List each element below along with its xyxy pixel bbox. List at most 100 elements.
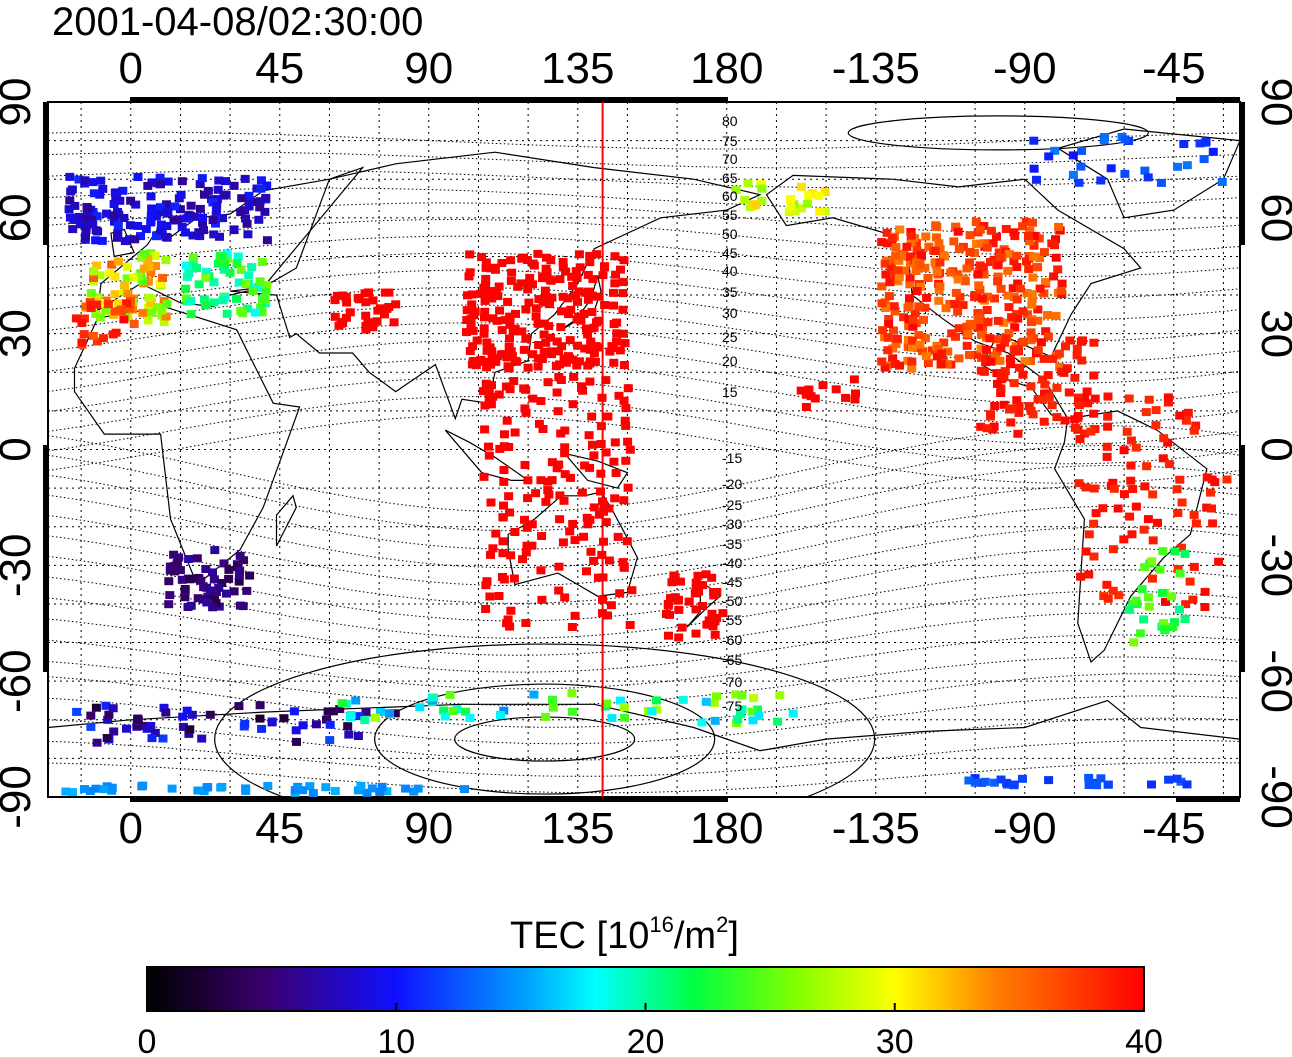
tec-cell	[1082, 387, 1092, 396]
tec-cell	[810, 394, 820, 403]
tec-cell	[1103, 422, 1113, 431]
tec-cell	[684, 597, 694, 606]
tec-cell	[574, 250, 584, 259]
tec-cell	[986, 258, 995, 266]
tec-cell	[1089, 409, 1099, 418]
tec-cell	[199, 226, 208, 235]
tec-cell	[518, 555, 527, 564]
tec-cell	[609, 457, 619, 466]
tec-cell	[804, 385, 814, 394]
tec-cell	[1068, 151, 1078, 160]
tec-cell	[65, 196, 75, 205]
tec-cell	[61, 787, 71, 796]
tec-cell	[155, 279, 165, 288]
tec-cell	[255, 203, 265, 212]
tec-cell	[321, 783, 331, 792]
tec-cell	[1180, 549, 1190, 558]
tec-cell	[583, 270, 593, 279]
tec-cell	[1181, 600, 1191, 609]
tec-cell	[880, 259, 890, 268]
tec-cell	[1126, 436, 1136, 445]
north-pole-ring	[847, 115, 1149, 151]
tec-cell	[973, 314, 983, 323]
tec-cell	[993, 277, 1003, 286]
tec-cell	[192, 554, 202, 563]
tec-cell	[552, 464, 562, 473]
tec-cell	[1050, 146, 1060, 155]
tec-cell	[68, 788, 77, 797]
tec-cell	[521, 408, 531, 417]
tec-cell	[522, 541, 532, 550]
tec-cell	[1047, 401, 1057, 410]
tec-cell	[481, 263, 491, 272]
tec-cell	[390, 709, 400, 718]
tec-cell	[229, 587, 239, 596]
tec-cell	[902, 242, 912, 251]
tec-cell	[485, 592, 495, 601]
tec-cell	[185, 575, 195, 584]
tec-cell	[463, 291, 472, 300]
colorbar-tick-label: 20	[627, 1023, 665, 1057]
tec-cell	[610, 279, 620, 288]
tec-cell	[1051, 235, 1060, 244]
tec-cell	[159, 703, 169, 712]
tec-cell	[479, 472, 489, 481]
tec-cell	[91, 703, 101, 712]
tec-cell	[462, 306, 472, 315]
tec-cell	[1015, 284, 1025, 293]
tec-cell	[413, 784, 423, 793]
tec-cell	[170, 561, 180, 570]
tec-cell	[1081, 483, 1091, 492]
tec-cell	[486, 360, 495, 369]
tec-cell	[1120, 490, 1129, 499]
tec-cell	[883, 333, 893, 342]
tec-cell	[568, 282, 578, 290]
tec-cell	[108, 704, 118, 713]
tec-cell	[181, 214, 191, 223]
tec-cell	[609, 358, 619, 367]
tec-cell	[945, 299, 955, 308]
tec-cell	[143, 181, 153, 190]
tec-cell	[82, 214, 92, 222]
tec-cell	[935, 282, 945, 291]
tec-cell	[1177, 498, 1187, 507]
contour-label: 25	[722, 329, 738, 345]
tec-cell	[618, 558, 628, 567]
tec-cell	[147, 308, 157, 317]
tec-cell	[618, 289, 628, 298]
tec-cell	[241, 786, 251, 795]
tec-cell	[133, 221, 143, 230]
tec-cell	[1139, 525, 1149, 534]
frame-bar	[130, 97, 728, 102]
tec-cell	[1033, 395, 1043, 404]
tec-cell	[663, 600, 673, 608]
tec-cell	[182, 706, 192, 715]
tec-cell	[108, 330, 118, 339]
tec-cell	[113, 229, 123, 238]
tec-cell	[587, 308, 597, 316]
tec-cell	[737, 705, 747, 714]
tec-cell	[1044, 152, 1054, 161]
tec-cell	[120, 237, 130, 246]
tec-cell	[517, 254, 527, 263]
tec-cell	[107, 260, 117, 269]
tec-cell	[225, 268, 235, 277]
tec-cell	[537, 595, 547, 604]
tec-cell	[565, 527, 575, 536]
tec-cell	[1018, 307, 1028, 316]
tec-cell	[1054, 349, 1064, 358]
tec-cell	[570, 536, 580, 545]
tec-cell	[122, 724, 131, 733]
tec-cell	[888, 344, 898, 353]
tec-cell	[1040, 380, 1050, 389]
tec-cell	[72, 707, 82, 716]
tec-cell	[1092, 781, 1102, 790]
tec-cell	[584, 431, 594, 440]
tec-cell	[1029, 334, 1038, 343]
tec-cell	[198, 218, 207, 227]
tec-cell	[504, 342, 514, 351]
tec-cell	[65, 172, 75, 181]
left-tick-label: 0	[0, 437, 40, 461]
tec-cell	[1182, 780, 1192, 789]
